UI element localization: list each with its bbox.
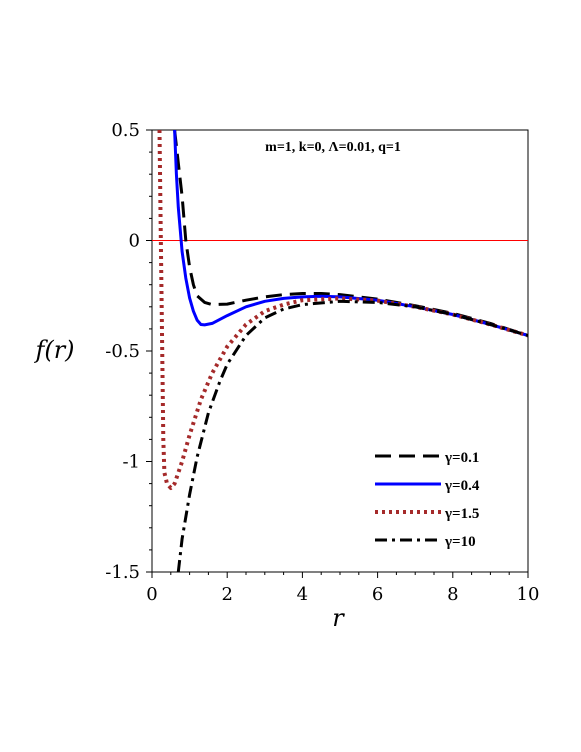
series-line-2 — [173, 129, 528, 337]
y-tick-label: -0.5 — [105, 341, 140, 362]
series-line-4 — [176, 299, 528, 573]
y-tick-label: -1.5 — [105, 562, 140, 583]
y-axis-title: f(r) — [33, 336, 74, 364]
plot-area: 0 2 4 6 8 10 0.5 0 -0.5 -1 -1.5 — [105, 120, 539, 605]
x-tick-label: 10 — [517, 584, 540, 605]
x-tick-label: 2 — [221, 584, 232, 605]
legend-label-2: γ=0.4 — [444, 478, 480, 494]
series-line-1 — [173, 129, 528, 337]
legend: γ=0.1 γ=0.4 γ=1.5 γ=10 — [375, 450, 480, 550]
y-tick-label: 0.5 — [111, 120, 140, 141]
x-axis-title: r — [332, 604, 345, 632]
x-tick-label: 4 — [297, 584, 308, 605]
legend-label-1: γ=0.1 — [444, 450, 479, 466]
x-tick-label: 6 — [372, 584, 383, 605]
legend-label-4: γ=10 — [444, 534, 476, 550]
y-tick-label: -1 — [122, 452, 140, 473]
chart-annotation: m=1, k=0, Λ=0.01, q=1 — [265, 140, 401, 155]
legend-label-3: γ=1.5 — [444, 506, 479, 522]
y-tick-label: 0 — [129, 231, 140, 252]
x-tick-label: 0 — [146, 584, 157, 605]
x-tick-label: 8 — [447, 584, 458, 605]
